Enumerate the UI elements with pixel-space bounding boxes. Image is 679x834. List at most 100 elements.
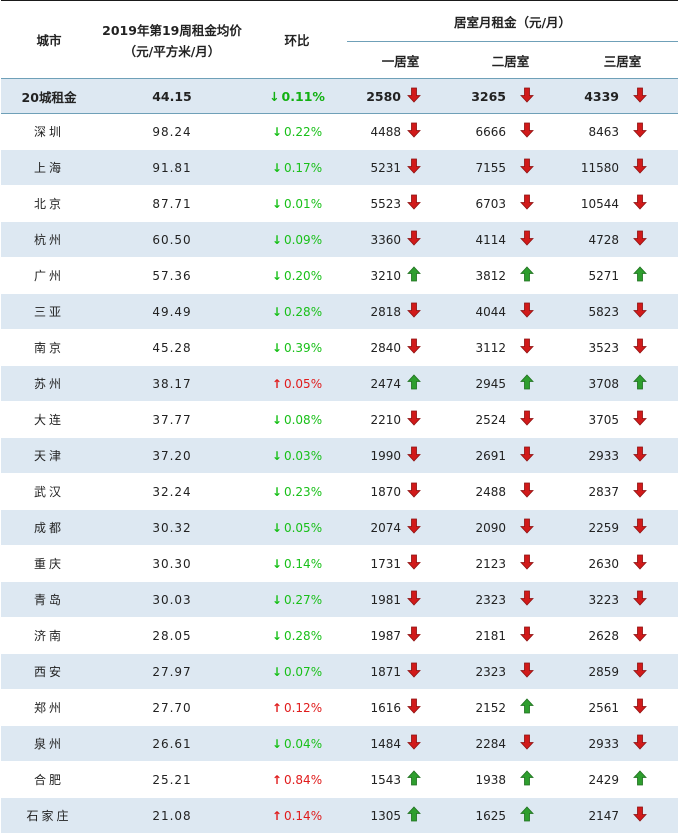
row-room2-value: 7155	[454, 149, 520, 186]
header-room1: 一居室	[347, 41, 454, 79]
arrow-down-icon	[407, 122, 421, 141]
row-room1-arrow-cell	[407, 401, 454, 438]
arrow-up-icon	[407, 374, 421, 393]
row-room2-arrow-cell	[520, 365, 567, 402]
row-change-value: 0.08%	[283, 412, 323, 427]
row-room1-value: 2474	[347, 365, 407, 402]
row-change-arrow: ↑	[271, 700, 282, 715]
row-price: 49.49	[97, 293, 247, 330]
row-room2-arrow-cell	[520, 545, 567, 582]
row-price: 37.20	[97, 437, 247, 474]
row-change: ↓ 0.08%	[247, 401, 347, 438]
row-room2-value: 2691	[454, 437, 520, 474]
row-room2-value: 2524	[454, 401, 520, 438]
row-room3-arrow-cell	[633, 221, 679, 258]
row-change-value: 0.28%	[283, 628, 323, 643]
arrow-down-icon	[520, 122, 534, 141]
row-room2-value: 2152	[454, 689, 520, 726]
row-room1-value: 1871	[347, 653, 407, 690]
header-avg-price: 2019年第19周租金均价 （元/平方米/月）	[97, 1, 247, 79]
row-price: 32.24	[97, 473, 247, 510]
arrow-down-icon	[633, 410, 647, 429]
row-room3-arrow-cell	[633, 509, 679, 546]
arrow-up-icon	[520, 266, 534, 285]
row-room2-arrow-cell	[520, 293, 567, 330]
row-change-arrow: ↓	[271, 412, 282, 427]
row-change-arrow: ↓	[271, 736, 282, 751]
arrow-down-icon	[633, 806, 647, 825]
table-row: 石家庄 21.08 ↑ 0.14% 1305 1625 2147	[1, 797, 679, 834]
row-room1-value: 1305	[347, 797, 407, 834]
row-change-value: 0.27%	[283, 592, 323, 607]
summary-room3-arrow-cell	[633, 78, 679, 114]
row-room2-arrow-cell	[520, 257, 567, 294]
header-avg-price-line1: 2019年第19周租金均价	[102, 22, 242, 38]
table-row: 青岛 30.03 ↓ 0.27% 1981 2323 3223	[1, 581, 679, 618]
row-city: 郑州	[1, 689, 97, 726]
row-city: 青岛	[1, 581, 97, 618]
row-room1-arrow-cell	[407, 365, 454, 402]
row-room1-arrow-cell	[407, 293, 454, 330]
row-room2-arrow-cell	[520, 437, 567, 474]
summary-room2-arrow-cell	[520, 78, 567, 114]
row-change: ↑ 0.14%	[247, 797, 347, 834]
arrow-down-icon	[407, 194, 421, 213]
row-change: ↑ 0.05%	[247, 365, 347, 402]
row-room2-arrow-cell	[520, 509, 567, 546]
arrow-down-icon	[633, 194, 647, 213]
row-room3-arrow-cell	[633, 329, 679, 366]
summary-change-arrow: ↓	[269, 88, 280, 104]
table-row: 上海 91.81 ↓ 0.17% 5231 7155 11580	[1, 149, 679, 186]
row-change-value: 0.17%	[283, 160, 323, 175]
arrow-up-icon	[407, 806, 421, 825]
row-room2-arrow-cell	[520, 113, 567, 150]
row-change-value: 0.03%	[283, 448, 323, 463]
row-city: 苏州	[1, 365, 97, 402]
row-room3-value: 4728	[567, 221, 633, 258]
arrow-down-icon	[407, 230, 421, 249]
arrow-down-icon	[407, 410, 421, 429]
row-room3-value: 11580	[567, 149, 633, 186]
arrow-down-icon	[407, 554, 421, 573]
row-change: ↓ 0.23%	[247, 473, 347, 510]
table-row: 合肥 25.21 ↑ 0.84% 1543 1938 2429	[1, 761, 679, 798]
row-price: 57.36	[97, 257, 247, 294]
row-room1-arrow-cell	[407, 221, 454, 258]
arrow-down-icon	[633, 518, 647, 537]
row-room2-arrow-cell	[520, 221, 567, 258]
row-price: 30.03	[97, 581, 247, 618]
row-room3-value: 10544	[567, 185, 633, 222]
row-room3-value: 2561	[567, 689, 633, 726]
arrow-down-icon	[633, 482, 647, 501]
row-room3-arrow-cell	[633, 257, 679, 294]
header-change: 环比	[284, 33, 310, 48]
row-change: ↑ 0.12%	[247, 689, 347, 726]
row-room1-value: 5231	[347, 149, 407, 186]
row-room2-value: 2090	[454, 509, 520, 546]
row-city: 武汉	[1, 473, 97, 510]
row-price: 87.71	[97, 185, 247, 222]
row-room2-arrow-cell	[520, 689, 567, 726]
row-change: ↓ 0.01%	[247, 185, 347, 222]
row-city: 南京	[1, 329, 97, 366]
arrow-down-icon	[520, 194, 534, 213]
header-room2: 二居室	[454, 41, 567, 79]
row-change-value: 0.12%	[283, 700, 323, 715]
row-room2-arrow-cell	[520, 401, 567, 438]
arrow-down-icon	[407, 158, 421, 177]
row-change-arrow: ↓	[271, 592, 282, 607]
row-room1-value: 2818	[347, 293, 407, 330]
arrow-down-icon	[520, 87, 534, 106]
row-price: 27.70	[97, 689, 247, 726]
row-room3-value: 2630	[567, 545, 633, 582]
row-change-value: 0.28%	[283, 304, 323, 319]
arrow-up-icon	[633, 266, 647, 285]
row-city: 三亚	[1, 293, 97, 330]
row-room2-value: 3112	[454, 329, 520, 366]
arrow-down-icon	[520, 554, 534, 573]
row-price: 30.30	[97, 545, 247, 582]
row-price: 60.50	[97, 221, 247, 258]
row-room1-value: 2210	[347, 401, 407, 438]
arrow-up-icon	[520, 374, 534, 393]
table-row: 西安 27.97 ↓ 0.07% 1871 2323 2859	[1, 653, 679, 690]
